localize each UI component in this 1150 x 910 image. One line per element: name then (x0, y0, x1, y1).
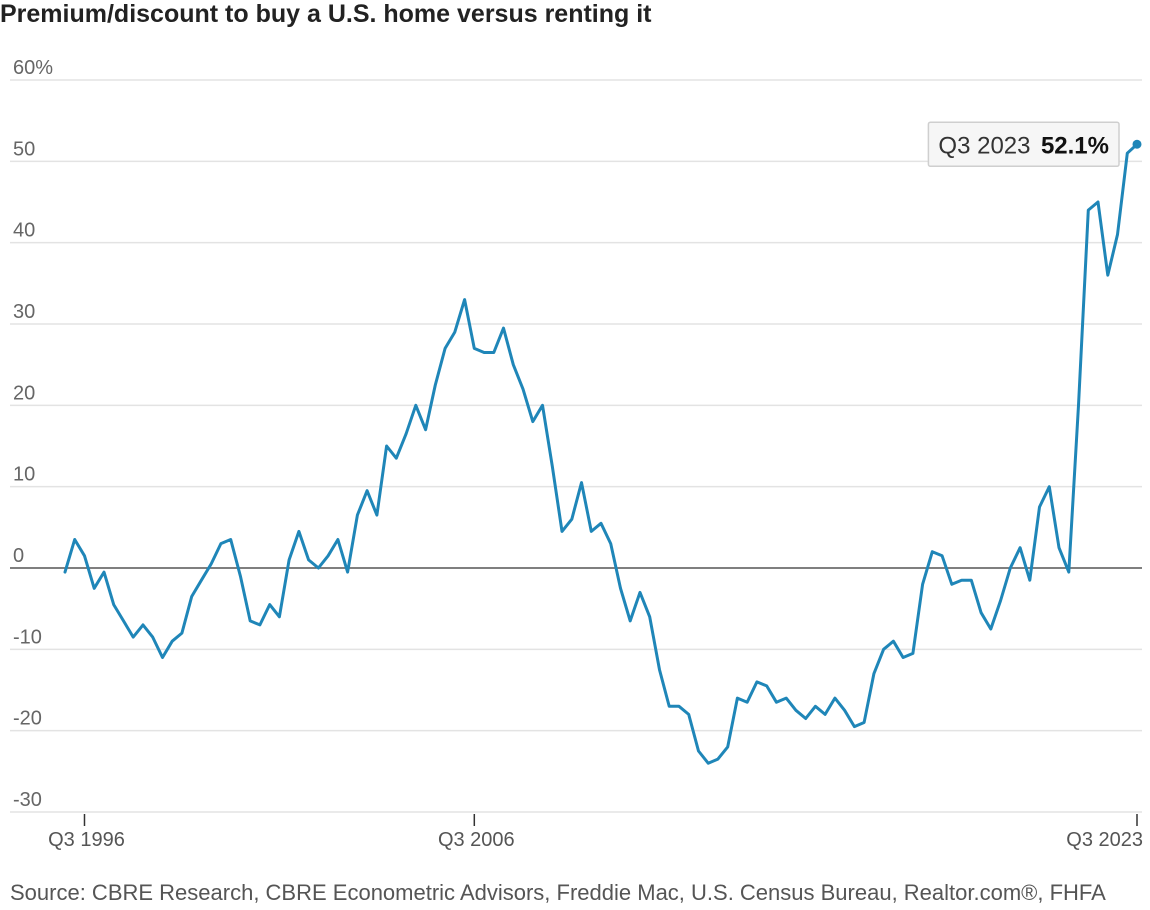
last-point-marker (1132, 139, 1142, 149)
x-axis-ticks: Q3 1996 Q3 2006 Q3 2023 (48, 814, 1143, 851)
y-tick-label: 40 (13, 220, 35, 242)
series-line-group (63, 139, 1142, 765)
y-tick-label: -20 (13, 708, 42, 730)
annotation-value: 52.1% (1041, 132, 1109, 159)
y-tick-label: -10 (13, 626, 42, 648)
annotation-label: Q3 2023 (938, 132, 1030, 159)
y-tick-label: 50 (13, 138, 35, 160)
y-tick-label: 0 (13, 545, 24, 567)
gridlines (10, 79, 1142, 813)
series-line (63, 142, 1139, 765)
x-tick-label: Q3 2006 (438, 829, 515, 851)
last-value-annotation: Q3 2023 52.1% (927, 121, 1120, 168)
x-tick-label: Q3 1996 (48, 829, 125, 851)
y-tick-label: 10 (13, 464, 35, 486)
annotation-text: Q3 2023 52.1% (938, 132, 1109, 159)
x-tick-label: Q3 2023 (1066, 829, 1143, 851)
y-tick-label: 60% (13, 57, 53, 79)
y-tick-label: -30 (13, 789, 42, 811)
y-axis-tick-labels: 60% 50 40 30 20 10 0 -10 -20 -30 (13, 57, 53, 811)
source-note: Source: CBRE Research, CBRE Econometric … (10, 880, 1106, 905)
y-tick-label: 20 (13, 382, 35, 404)
annotation-box (927, 121, 1120, 168)
chart-title: Premium/discount to buy a U.S. home vers… (0, 0, 652, 28)
y-tick-label: 30 (13, 301, 35, 323)
